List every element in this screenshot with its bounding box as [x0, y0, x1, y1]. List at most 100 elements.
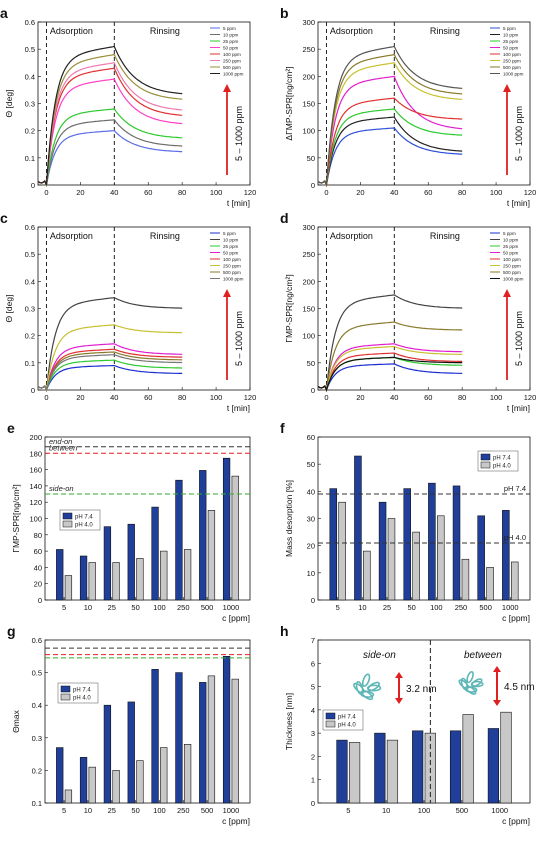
panel-a-chart: a 0 0.1 0.2 0.3 0.4 0.5 0.6 0 20 40 60 80 100 120 Θ [de…	[0, 5, 256, 208]
range-arrow-head	[503, 84, 511, 92]
y-tick-label: 150	[302, 305, 315, 314]
panel-letter: g	[7, 623, 16, 639]
reference-line-label: between	[49, 443, 77, 452]
bar	[403, 488, 411, 601]
protein-ribbon	[466, 670, 474, 684]
x-tick-label: 10	[84, 806, 92, 815]
x-tick-label: 60	[144, 393, 152, 402]
plot-frame	[317, 21, 531, 186]
panel-b-chart: b 0 50 100 150 200 250 300 0 20 40 60 80 100 120 ΔΓMP-S…	[280, 5, 536, 208]
bar	[329, 488, 338, 601]
protein-ribbon	[458, 679, 469, 690]
x-tick-label: 40	[390, 393, 398, 402]
y-axis-label: Θ [deg]	[4, 295, 14, 323]
y-tick-label: 50	[307, 460, 315, 469]
series-line	[317, 352, 463, 392]
panel-g-chart: g 0.1 0.2 0.3 0.4 0.5 0.6 5 10 25 50 100 250 500 1000 Θ…	[7, 623, 251, 826]
panel-letter: c	[0, 210, 8, 226]
bar	[199, 682, 207, 804]
bar	[412, 730, 424, 804]
phase-label-adsorption: Adsorption	[50, 26, 93, 36]
y-tick-label: 7	[311, 636, 315, 645]
series-line	[37, 365, 183, 392]
x-axis-label: c [ppm]	[222, 816, 250, 826]
series-line	[317, 343, 463, 392]
panel-letter: a	[0, 5, 8, 21]
x-tick-label: 100	[490, 188, 503, 197]
bar	[338, 501, 346, 601]
y-tick-label: 0	[31, 386, 35, 395]
panel-letter: e	[7, 420, 15, 436]
x-tick-label: 100	[418, 806, 431, 815]
bar	[79, 555, 88, 601]
bar	[183, 744, 192, 804]
series-line	[37, 348, 183, 392]
x-tick-label: 120	[524, 393, 537, 402]
x-tick-label: 100	[210, 393, 223, 402]
y-tick-label: 0.6	[32, 636, 42, 645]
y-tick-label: 0.4	[25, 277, 35, 286]
thickness-arrow-head	[493, 700, 501, 706]
plot-frame	[44, 639, 251, 804]
y-tick-label: 0	[311, 181, 315, 190]
x-tick-label: 100	[490, 393, 503, 402]
bar	[88, 766, 96, 804]
panel-letter: b	[280, 5, 289, 21]
series-line	[37, 354, 183, 392]
series-line	[317, 108, 463, 188]
legend-label: pH 4.0	[73, 696, 91, 702]
legend-label: 1000 ppm	[503, 277, 524, 282]
y-tick-label: 60	[34, 547, 42, 556]
bar	[336, 739, 348, 804]
x-tick-label: 20	[76, 188, 84, 197]
y-tick-label: 150	[302, 100, 315, 109]
y-tick-label: 200	[302, 72, 315, 81]
x-tick-label: 120	[244, 393, 257, 402]
bar	[477, 515, 485, 601]
panel-letter: d	[280, 210, 289, 226]
panel-d-chart: d 0 50 100 150 200 250 300 0 20 40 60 80 100 120 ΓMP-SP…	[280, 210, 536, 413]
reference-line-label: side-on	[49, 484, 74, 493]
range-arrow-head	[223, 289, 231, 297]
bar	[222, 655, 231, 804]
legend-label: 25 ppm	[223, 244, 238, 249]
series-line	[37, 108, 183, 188]
range-label: 5 – 1000 ppm	[514, 106, 524, 161]
x-tick-label: 25	[108, 806, 116, 815]
range-label: 5 – 1000 ppm	[514, 311, 524, 366]
bar	[112, 770, 120, 804]
legend-label: pH 4.0	[338, 723, 356, 729]
bar	[363, 550, 371, 601]
panel-h-chart: h 0 1 2 3 4 5 6 7 5 10 100 500 1000 Thickness [nm] c [p…	[280, 623, 535, 826]
y-axis-label: ΓMP-SPR[ng/cm²]	[11, 484, 21, 552]
legend-label: 1000 ppm	[223, 72, 244, 77]
region-label-between: between	[464, 650, 502, 661]
series-line	[37, 324, 183, 393]
y-tick-label: 100	[302, 332, 315, 341]
y-axis-label: Θmax	[11, 709, 21, 732]
panel-letter: h	[280, 623, 289, 639]
x-tick-label: 5	[62, 603, 66, 612]
y-tick-label: 300	[302, 18, 315, 27]
legend-label: pH 4.0	[75, 523, 93, 529]
bar	[64, 789, 73, 804]
protein-ribbon	[464, 686, 478, 693]
phase-label-rinsing: Rinsing	[150, 231, 180, 241]
legend-label: 100 ppm	[503, 52, 521, 57]
y-tick-label: 30	[307, 515, 315, 524]
legend-label: 50 ppm	[503, 46, 518, 51]
x-tick-label: 250	[177, 806, 190, 815]
bar	[127, 523, 135, 601]
x-tick-label: 80	[458, 188, 466, 197]
legend-label: 25 ppm	[223, 39, 238, 44]
protein-ribbon	[367, 681, 380, 692]
legend-label: 500 ppm	[503, 65, 521, 70]
bar	[222, 457, 231, 601]
bar	[112, 562, 120, 601]
x-tick-label: 25	[108, 603, 116, 612]
y-tick-label: 40	[34, 563, 42, 572]
y-tick-label: 0.5	[32, 669, 42, 678]
bar	[183, 549, 192, 601]
y-tick-label: 4	[311, 706, 315, 715]
